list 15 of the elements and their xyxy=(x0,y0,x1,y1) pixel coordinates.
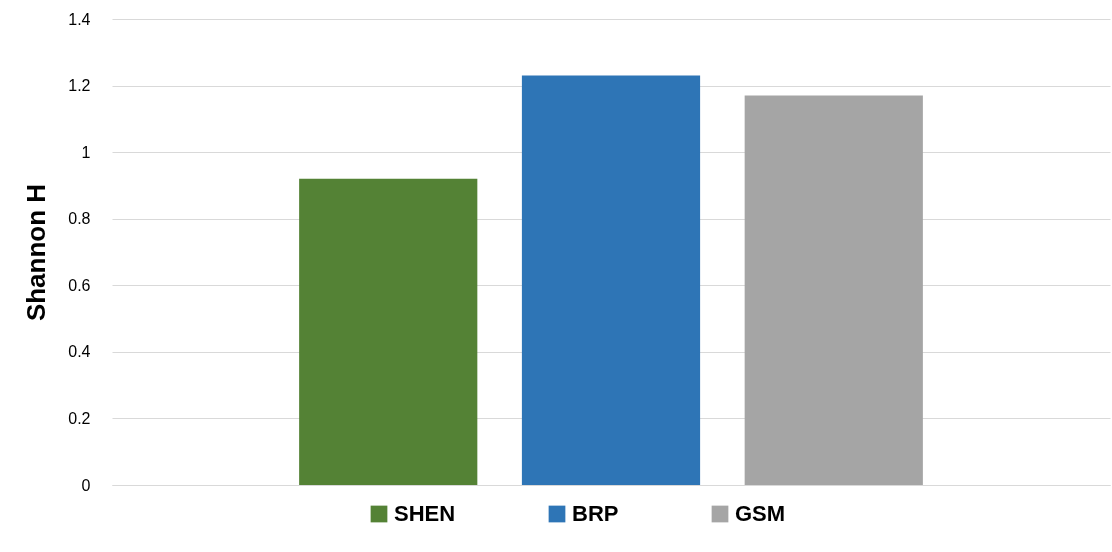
y-tick-label: 0.6 xyxy=(68,276,91,294)
y-tick-label: 1.4 xyxy=(68,10,91,28)
bar xyxy=(521,75,701,485)
y-tick-label: 0.2 xyxy=(68,409,91,427)
legend-label: SHEN xyxy=(394,501,456,526)
bar xyxy=(299,178,478,485)
y-tick-label: 0 xyxy=(81,476,91,494)
y-tick-label: 0.8 xyxy=(68,210,91,228)
legend-label: GSM xyxy=(735,501,786,526)
y-tick-label: 1 xyxy=(81,143,91,161)
y-axis-title: Shannon H xyxy=(21,183,52,322)
bar xyxy=(744,95,923,485)
legend-label: BRP xyxy=(572,501,619,526)
y-tick-label: 1.2 xyxy=(68,77,91,95)
y-tick-label: 0.4 xyxy=(68,343,91,361)
